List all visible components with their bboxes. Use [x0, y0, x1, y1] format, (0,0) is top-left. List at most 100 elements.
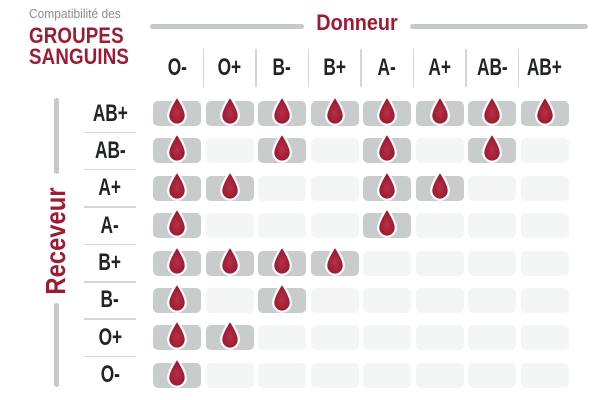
cell-AB--from-A-	[363, 132, 411, 164]
cell-O--from-O+	[205, 362, 254, 388]
blood-drop-icon	[377, 169, 397, 201]
cell-B+-from-AB-	[468, 250, 516, 276]
cell-B--from-AB-	[468, 287, 516, 313]
donor-header-text: A+	[428, 54, 451, 81]
donor-headers: O- O+ B- B+ A- A+ AB- AB+	[153, 48, 569, 88]
cell-O+-from-O-	[153, 319, 201, 351]
donor-header-AB+: AB+	[521, 48, 569, 88]
cell-O--from-AB-	[468, 362, 516, 388]
receiver-label-B-: B-	[80, 286, 140, 314]
receiver-label-text: AB+	[92, 99, 128, 127]
cell-O--from-B-	[258, 362, 306, 388]
cell-AB--from-O+	[205, 138, 254, 164]
donor-header-text: B+	[323, 54, 346, 81]
blood-drop-icon	[324, 95, 345, 126]
blood-drop-icon	[482, 95, 502, 126]
cell-B--from-A+	[415, 287, 464, 313]
cell-O--from-O-	[153, 356, 201, 388]
receiver-label-text: B+	[98, 249, 122, 277]
cell-AB--from-B+	[310, 138, 359, 164]
donor-header-A-: A-	[363, 48, 414, 88]
cell-B+-from-A-	[363, 250, 411, 276]
cell-A+-from-AB+	[520, 175, 569, 201]
cell-B--from-A-	[363, 287, 411, 313]
blood-drop-icon	[429, 95, 450, 126]
cell-A--from-A-	[363, 207, 411, 239]
cell-AB+-from-AB+	[520, 95, 569, 126]
cell-B+-from-B+	[310, 244, 359, 276]
blood-drop-icon	[324, 244, 345, 276]
cell-A--from-O-	[153, 207, 201, 239]
receiver-label-AB-: AB-	[80, 137, 140, 164]
receiver-rule-top	[54, 98, 59, 174]
receiver-label-O+: O+	[80, 323, 140, 351]
cell-A+-from-A+	[415, 169, 464, 201]
chart-title-line1: GROUPES	[29, 23, 124, 48]
chart-title-block: Compatibilité des GROUPES SANGUINS	[29, 7, 147, 68]
cell-O+-from-A-	[363, 325, 411, 351]
cell-AB+-from-B-	[258, 95, 306, 126]
cell-O--from-B+	[310, 362, 359, 388]
cell-AB+-from-O+	[205, 95, 254, 126]
donor-rule-right	[410, 24, 588, 29]
blood-drop-icon	[167, 282, 187, 313]
cell-A--from-AB-	[468, 213, 516, 239]
blood-drop-icon	[272, 282, 292, 313]
cell-O+-from-O+	[205, 319, 254, 351]
receiver-label-text: B-	[100, 286, 120, 314]
donor-header-B-: B-	[258, 48, 309, 88]
cell-B+-from-O+	[205, 244, 254, 276]
blood-drop-icon	[219, 244, 240, 276]
donor-header-A+: A+	[416, 48, 467, 88]
blood-drop-icon	[167, 244, 187, 276]
donor-header-text: O+	[217, 54, 242, 81]
cell-O--from-A+	[415, 362, 464, 388]
cell-B+-from-A+	[415, 250, 464, 276]
cell-A--from-O+	[205, 213, 254, 239]
donor-header-text: AB-	[476, 54, 508, 81]
receiver-label-O-: O-	[80, 361, 140, 388]
cell-B--from-O-	[153, 282, 201, 313]
blood-drop-icon	[272, 95, 292, 126]
cell-AB--from-A+	[415, 138, 464, 164]
receiver-label-text: A+	[98, 174, 122, 202]
blood-drop-icon	[219, 95, 240, 126]
cell-A--from-A+	[415, 213, 464, 239]
blood-drop-icon	[167, 356, 187, 388]
blood-drop-icon	[167, 207, 187, 238]
cell-A+-from-B-	[258, 175, 306, 201]
blood-drop-icon	[272, 132, 292, 164]
blood-drop-icon	[167, 95, 187, 126]
cell-AB+-from-A+	[415, 95, 464, 126]
receiver-rule-bottom	[54, 303, 59, 387]
cell-B+-from-B-	[258, 244, 306, 276]
donor-header-text: AB+	[526, 54, 563, 81]
donor-header-O-: O-	[153, 48, 204, 88]
cell-AB+-from-A-	[363, 95, 411, 126]
donor-header-O+: O+	[206, 48, 257, 88]
blood-drop-icon	[377, 207, 397, 238]
blood-drop-icon	[167, 132, 187, 164]
cell-O+-from-B-	[258, 325, 306, 351]
donor-axis-label: Donneur	[316, 10, 398, 35]
cell-A--from-AB+	[520, 213, 569, 239]
blood-drop-icon	[534, 95, 555, 126]
compatibility-matrix	[153, 95, 569, 388]
donor-rule-left	[150, 24, 304, 29]
donor-header-text: A-	[377, 54, 397, 81]
cell-AB--from-O-	[153, 132, 201, 164]
blood-drop-icon	[167, 319, 187, 351]
blood-drop-icon	[377, 95, 397, 126]
blood-drop-icon	[219, 169, 240, 201]
receiver-label-text: O+	[98, 323, 122, 351]
receiver-label-text: A-	[100, 211, 120, 239]
cell-A+-from-O+	[205, 169, 254, 201]
cell-A--from-B-	[258, 213, 306, 239]
receiver-axis-label: Receveur	[40, 187, 71, 295]
cell-O+-from-AB+	[520, 325, 569, 351]
cell-B+-from-O-	[153, 244, 201, 276]
cell-AB+-from-B+	[310, 95, 359, 126]
cell-B--from-B-	[258, 282, 306, 313]
cell-O+-from-B+	[310, 325, 359, 351]
receiver-label-B+: B+	[80, 249, 140, 277]
